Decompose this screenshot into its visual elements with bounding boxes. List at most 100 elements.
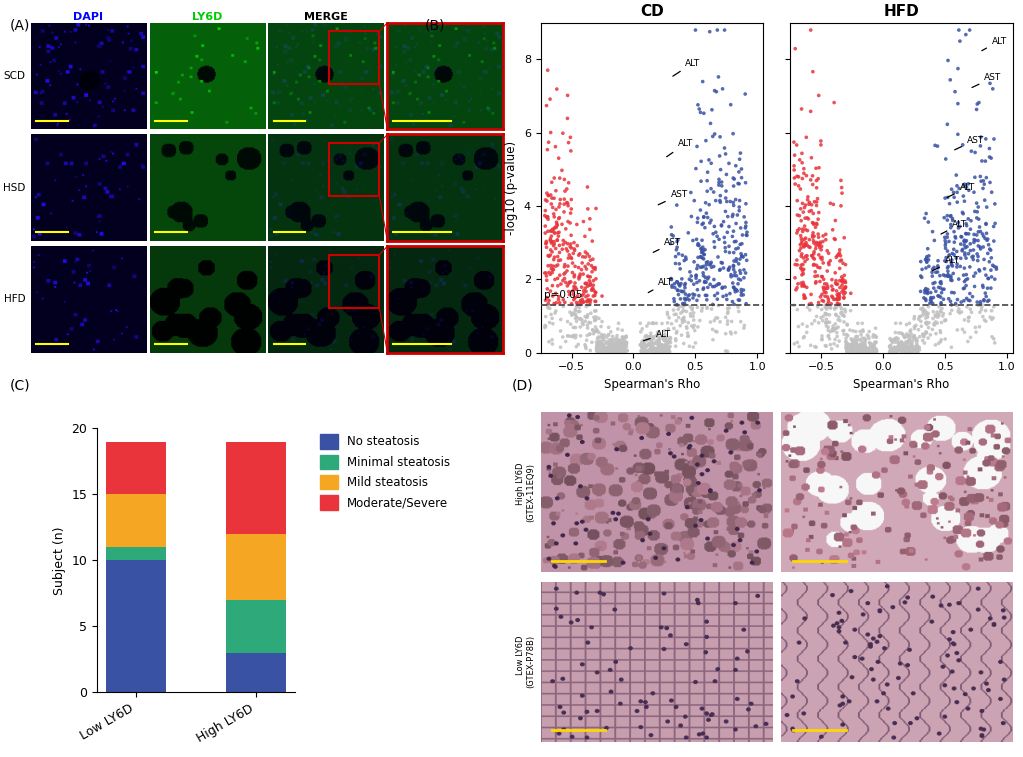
Point bbox=[696, 107, 712, 120]
Point bbox=[845, 344, 861, 357]
Point bbox=[667, 251, 683, 263]
Point bbox=[808, 236, 825, 248]
Point bbox=[642, 340, 659, 352]
Point bbox=[657, 334, 673, 346]
Point bbox=[933, 316, 949, 329]
Point bbox=[930, 338, 946, 350]
Point bbox=[904, 344, 921, 357]
Point bbox=[544, 246, 561, 258]
Point bbox=[969, 212, 985, 224]
Point bbox=[825, 325, 841, 337]
Point bbox=[810, 261, 827, 273]
Point bbox=[805, 218, 821, 230]
Point bbox=[903, 341, 920, 354]
Point bbox=[866, 341, 883, 353]
Point bbox=[658, 334, 674, 346]
Point bbox=[942, 307, 959, 319]
Point bbox=[560, 260, 576, 273]
Point bbox=[920, 288, 936, 300]
Point bbox=[864, 341, 881, 353]
Point bbox=[794, 103, 810, 115]
Point bbox=[966, 270, 982, 282]
Point bbox=[947, 298, 964, 310]
Point bbox=[789, 282, 805, 294]
Point bbox=[617, 347, 633, 359]
Point bbox=[839, 343, 855, 355]
Point bbox=[790, 225, 806, 237]
Point bbox=[672, 293, 688, 305]
Point bbox=[929, 306, 945, 318]
Point bbox=[799, 212, 815, 224]
Point bbox=[696, 282, 712, 294]
Point bbox=[560, 330, 576, 342]
Point bbox=[943, 299, 960, 311]
Point bbox=[903, 343, 920, 355]
Point bbox=[719, 318, 736, 330]
Point bbox=[673, 285, 690, 297]
Point bbox=[969, 229, 985, 241]
Point bbox=[833, 307, 849, 319]
Point bbox=[918, 254, 934, 266]
Point bbox=[801, 298, 817, 310]
Point bbox=[695, 76, 711, 88]
Point bbox=[944, 274, 961, 286]
Point bbox=[975, 310, 991, 322]
Point bbox=[818, 340, 835, 352]
Point bbox=[933, 298, 949, 310]
Point bbox=[821, 333, 838, 345]
Point bbox=[939, 270, 955, 282]
Point bbox=[605, 342, 621, 354]
Point bbox=[663, 273, 679, 285]
Point bbox=[822, 326, 839, 338]
Point bbox=[797, 220, 813, 232]
Point bbox=[553, 218, 570, 230]
Point bbox=[548, 217, 565, 229]
Point bbox=[603, 346, 619, 358]
Point bbox=[661, 346, 677, 358]
Point bbox=[693, 204, 709, 217]
Point bbox=[617, 335, 633, 347]
Point bbox=[839, 343, 855, 355]
Point bbox=[693, 261, 709, 273]
Point bbox=[690, 284, 706, 296]
Point bbox=[966, 186, 982, 198]
Point bbox=[892, 317, 908, 329]
Point bbox=[917, 304, 933, 316]
Point bbox=[683, 210, 700, 223]
Point bbox=[729, 285, 746, 297]
Point bbox=[548, 204, 565, 216]
Point bbox=[578, 291, 594, 303]
Point bbox=[900, 344, 917, 356]
Point bbox=[605, 339, 621, 351]
Point bbox=[846, 341, 862, 354]
Point bbox=[643, 335, 660, 347]
Point bbox=[896, 331, 913, 343]
Point bbox=[543, 225, 560, 237]
Point bbox=[845, 346, 861, 358]
Point bbox=[847, 344, 863, 357]
Point bbox=[610, 335, 626, 347]
Point bbox=[818, 308, 835, 320]
Point bbox=[845, 341, 861, 353]
Point bbox=[928, 285, 944, 298]
Point bbox=[660, 343, 676, 355]
Point bbox=[846, 341, 862, 354]
Point bbox=[670, 300, 686, 312]
Point bbox=[918, 317, 934, 329]
Point bbox=[924, 270, 940, 282]
Point bbox=[897, 343, 914, 355]
Point bbox=[563, 203, 579, 215]
Point bbox=[663, 273, 679, 285]
Title: LY6D: LY6D bbox=[192, 12, 222, 22]
Point bbox=[730, 258, 747, 270]
Point bbox=[821, 316, 838, 329]
Point bbox=[586, 314, 603, 326]
Point bbox=[885, 334, 901, 346]
Point bbox=[733, 286, 750, 298]
Point bbox=[908, 343, 925, 355]
Point bbox=[821, 309, 838, 321]
Point bbox=[557, 173, 573, 185]
Point bbox=[852, 345, 869, 357]
Point bbox=[985, 333, 1002, 345]
Point bbox=[921, 316, 937, 329]
